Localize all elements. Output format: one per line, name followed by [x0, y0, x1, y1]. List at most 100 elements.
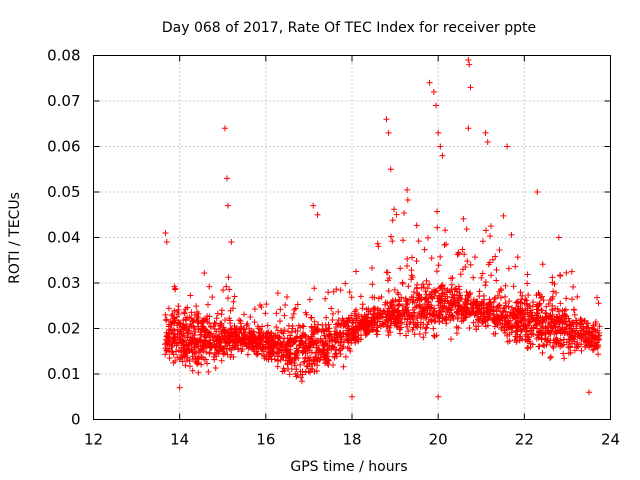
data-point [181, 348, 188, 355]
data-point [404, 262, 411, 269]
data-point [405, 283, 412, 290]
data-point [563, 269, 570, 276]
data-point [202, 340, 209, 347]
data-point [351, 336, 358, 343]
data-point [275, 334, 282, 341]
data-point [428, 293, 435, 300]
data-point [436, 294, 443, 301]
data-point [420, 334, 427, 341]
data-point [426, 79, 433, 86]
data-point [188, 315, 195, 322]
data-point [514, 337, 521, 344]
data-point [201, 356, 208, 363]
data-point [181, 332, 188, 339]
data-point [519, 336, 526, 343]
data-point [328, 333, 335, 340]
data-point [184, 324, 191, 331]
data-point [220, 326, 227, 333]
data-point [571, 338, 578, 345]
data-point [462, 298, 469, 305]
data-point [267, 334, 274, 341]
data-point [329, 317, 336, 324]
data-point [424, 234, 431, 241]
data-point [171, 330, 178, 337]
data-point [262, 310, 269, 317]
data-point [266, 349, 273, 356]
data-point [188, 309, 195, 316]
data-point [240, 326, 247, 333]
data-point [502, 329, 509, 336]
data-point [292, 335, 299, 342]
data-point [383, 323, 390, 330]
y-tick-labels: 0 0.01 0.02 0.03 0.04 0.05 0.06 0.07 0.08 [47, 47, 80, 429]
data-point [297, 361, 304, 368]
data-point [332, 351, 339, 358]
data-point [552, 328, 559, 335]
data-point [403, 321, 410, 328]
data-point [549, 317, 556, 324]
data-point [578, 347, 585, 354]
data-point [575, 332, 582, 339]
data-point [465, 125, 472, 132]
data-point [245, 340, 252, 347]
data-point [163, 239, 170, 246]
data-point [429, 311, 436, 318]
y-tick-label: 0 [71, 411, 81, 429]
data-point [428, 305, 435, 312]
data-point [163, 316, 170, 323]
data-point [490, 304, 497, 311]
data-point [265, 356, 272, 363]
data-point [448, 336, 455, 343]
data-point [404, 186, 411, 193]
data-point [294, 301, 301, 308]
data-point [314, 211, 321, 218]
x-tick-label: 24 [601, 431, 620, 449]
data-point [315, 349, 322, 356]
data-point [251, 348, 258, 355]
x-tick-label: 16 [256, 431, 275, 449]
data-point [418, 284, 425, 291]
data-point [231, 322, 238, 329]
data-point [293, 373, 300, 380]
data-point [454, 306, 461, 313]
data-point [344, 333, 351, 340]
data-point [241, 333, 248, 340]
data-point [414, 290, 421, 297]
data-point [168, 320, 175, 327]
data-point [380, 320, 387, 327]
data-point [434, 208, 441, 215]
data-point [226, 338, 233, 345]
data-point [207, 344, 214, 351]
data-point [492, 294, 499, 301]
data-point [463, 288, 470, 295]
data-point [467, 84, 474, 91]
data-point [568, 334, 575, 341]
data-point [357, 293, 364, 300]
data-point [329, 343, 336, 350]
data-point [257, 302, 264, 309]
data-point [583, 324, 590, 331]
data-point [585, 389, 592, 396]
data-point [285, 322, 292, 329]
data-point [312, 325, 319, 332]
data-point [169, 337, 176, 344]
data-point [415, 238, 422, 245]
data-point [325, 289, 332, 296]
data-point [363, 317, 370, 324]
data-point [422, 288, 429, 295]
data-point [444, 293, 451, 300]
data-point [282, 343, 289, 350]
data-point [510, 306, 517, 313]
data-point [423, 294, 430, 301]
data-point [280, 365, 287, 372]
data-point [542, 330, 549, 337]
data-point [559, 307, 566, 314]
data-point [399, 303, 406, 310]
data-point [365, 311, 372, 318]
data-point [553, 329, 560, 336]
data-point [288, 366, 295, 373]
data-point [306, 361, 313, 368]
data-point [385, 288, 392, 295]
data-point [578, 318, 585, 325]
data-point [492, 330, 499, 337]
